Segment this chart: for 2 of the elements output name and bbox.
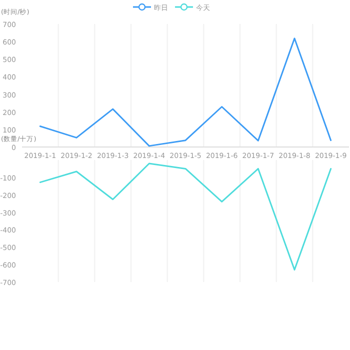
line-series [39,38,332,147]
line-series [39,162,332,271]
